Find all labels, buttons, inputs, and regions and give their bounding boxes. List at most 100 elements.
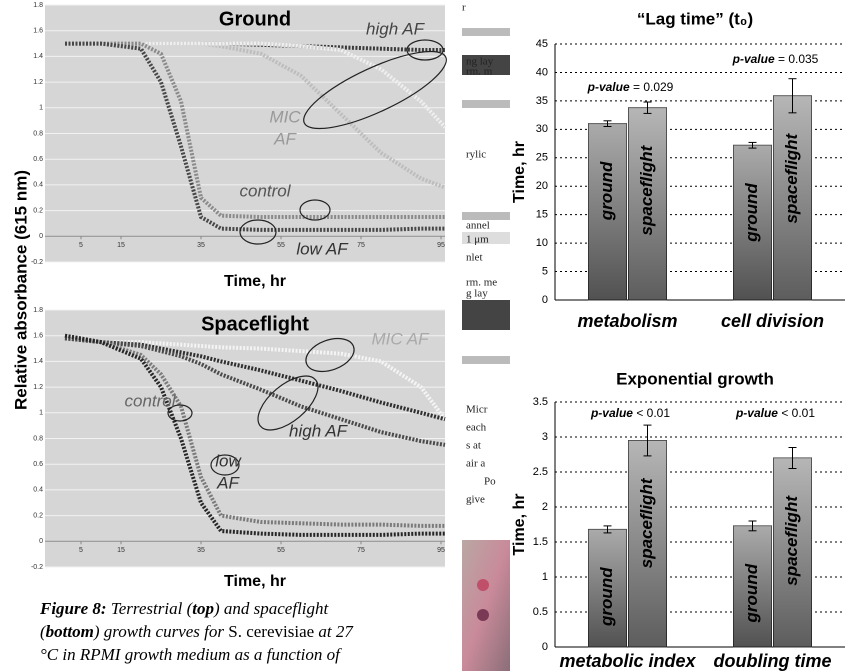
y-tick-label: 0 [542,641,548,653]
chart-title: Ground [219,8,291,30]
annotation: AF [216,473,240,492]
text-fragment: s at [466,440,481,452]
x-tick-label: 5 [79,242,83,249]
caption-text: ) and spaceflight [213,599,330,618]
annotation-ellipse [406,39,444,61]
p-value: p-value = 0.029 [587,80,674,94]
growth-curve [64,333,445,537]
annotation: high AF [366,19,426,38]
x-tick-label: 95 [437,547,445,554]
caption-text: bottom [46,622,94,641]
x-tick-label: cell division [721,311,824,331]
p-value: p-value < 0.01 [735,406,815,420]
annotation-ellipse [257,375,319,431]
series-label: ground [742,183,761,243]
text-fragment: Micr [466,404,488,416]
chart-title: “Lag time” (t₀) [637,9,753,28]
annotation: control [124,391,176,410]
y-tick-label: 3 [542,431,548,443]
y-tick-label: 15 [536,209,548,221]
y-tick-label: 5 [542,265,548,277]
y-tick-label: 30 [536,123,548,135]
bar-shade [773,458,812,647]
text-fragment: air a [466,458,485,470]
shared-y-label: Relative absorbance (615 nm) [11,170,30,410]
p-value-text: = 0.035 [775,52,819,66]
p-value-text: = 0.029 [630,80,674,94]
chart-title: Exponential growth [616,369,774,388]
p-value: p-value < 0.01 [590,406,670,420]
y-tick-label: 1.5 [533,536,548,548]
x-axis-label: Time, hr [224,273,286,290]
annotation-ellipse [299,199,331,221]
y-tick-label: 0.4 [33,182,43,189]
series-label: ground [742,563,761,623]
annotation-ellipse [303,50,447,130]
x-tick-label: 75 [357,242,365,249]
bar-shade [588,529,627,647]
y-tick-label: 1.2 [33,79,43,86]
caption-text: at 27 [314,622,354,641]
y-tick-label: 0.5 [533,606,548,618]
y-tick-label: 1.4 [33,53,43,60]
caption-line: Figure 8: Terrestrial (top) and spacefli… [39,599,330,618]
y-tick-label: -0.2 [31,564,43,571]
x-axis-label: Time, hr [224,573,286,590]
y-tick-label: 1 [39,410,43,417]
x-tick-label: 35 [197,547,205,554]
y-tick-label: -0.2 [31,259,43,266]
y-tick-label: 2.5 [533,466,548,478]
x-tick-label: 5 [79,547,83,554]
y-tick-label: 3.5 [533,396,548,408]
x-tick-label: 75 [357,547,365,554]
x-tick-label: 55 [277,547,285,554]
text-fragment: r [462,2,466,14]
y-tick-label: 0 [39,233,43,240]
bar-shade [773,95,812,300]
bar-shade [628,440,667,647]
growth-curve [64,336,446,422]
p-value-text: < 0.01 [778,406,815,420]
bar-shade [588,123,627,301]
y-tick-label: 0.8 [33,435,43,442]
y-tick-label: 1 [542,571,548,583]
growth-curve [64,333,445,528]
bar-shade [628,107,667,301]
annotation: low AF [296,239,349,258]
growth-curve [65,41,445,219]
x-tick-label: 55 [277,242,285,249]
bar-shade [733,145,772,300]
y-tick-label: 0.2 [33,512,43,519]
y-tick-label: 0 [542,294,548,306]
text-fragment: Po [484,476,496,488]
annotation: high AF [289,421,349,440]
y-tick-label: 45 [536,38,548,50]
caption-text: ( [40,622,47,641]
series-label: spaceflight [637,477,656,568]
caption-text: Figure 8: [39,599,107,618]
growth-curve [64,336,446,447]
annotation: low [215,451,242,470]
y-tick-label: 10 [536,237,548,249]
text-fragment: give [466,494,485,506]
p-value-label: p-value [735,406,778,420]
y-tick-label: 0 [39,538,43,545]
caption-text: °C in RPMI growth medium as a function o… [40,645,342,664]
caption-text: Terrestrial ( [107,599,194,618]
annotation: control [239,181,291,200]
y-tick-label: 40 [536,66,548,78]
x-tick-label: 35 [197,242,205,249]
p-value-label: p-value [590,406,633,420]
background-strip [462,28,510,671]
y-tick-label: 2 [542,501,548,513]
text-fragment: ng lay [466,56,494,68]
series-label: spaceflight [782,495,801,586]
annotation: MIC [269,107,301,126]
x-tick-label: 15 [117,242,125,249]
bar-shade [733,525,772,647]
p-value-label: p-value [732,52,775,66]
series-label: spaceflight [637,144,656,235]
y-tick-label: 1.8 [33,2,43,9]
p-value: p-value = 0.035 [732,52,819,66]
